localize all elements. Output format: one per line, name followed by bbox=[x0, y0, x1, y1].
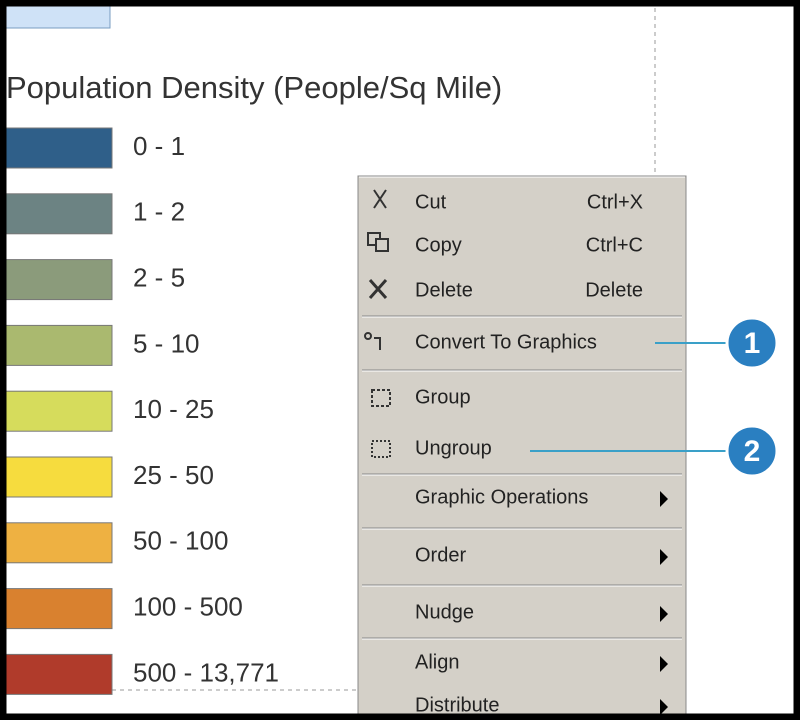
menu-item[interactable]: Distribute bbox=[415, 694, 668, 716]
submenu-arrow bbox=[660, 606, 668, 622]
menu-item-label: Distribute bbox=[415, 694, 499, 716]
menu-item[interactable]: Order bbox=[415, 544, 668, 566]
legend-swatch bbox=[4, 127, 113, 169]
menu-item[interactable]: Cut Ctrl+X bbox=[415, 191, 643, 213]
callout-badge bbox=[725, 424, 779, 478]
legend-label: 5 - 10 bbox=[133, 328, 200, 358]
cut-icon bbox=[373, 189, 387, 209]
icons bbox=[364, 189, 391, 458]
submenu-arrow bbox=[660, 491, 668, 507]
menu-items: Cut Ctrl+X Copy Ctrl+C Delete Delete Convert T… bbox=[362, 191, 682, 716]
menu-item[interactable]: Nudge bbox=[415, 601, 668, 623]
menu-item[interactable]: Copy Ctrl+C bbox=[415, 234, 643, 256]
group-icon bbox=[371, 389, 391, 407]
menu-shortcut: Ctrl+X bbox=[587, 191, 643, 213]
legend-label: 10 - 25 bbox=[133, 394, 214, 424]
menu-item[interactable]: Delete Delete bbox=[415, 279, 643, 301]
legend-swatch bbox=[4, 456, 113, 498]
menu-item[interactable]: Ungroup bbox=[415, 437, 492, 459]
menu-shortcut: Delete bbox=[585, 279, 643, 301]
callout-number: 1 bbox=[744, 327, 761, 360]
legend-swatch bbox=[4, 324, 113, 366]
submenu-arrow bbox=[660, 549, 668, 565]
legend-label: 25 - 50 bbox=[133, 460, 214, 490]
menu-shortcut: Ctrl+C bbox=[586, 234, 643, 256]
menu-item-label: Delete bbox=[415, 279, 473, 301]
legend-label: 0 - 1 bbox=[133, 131, 185, 161]
legend-swatch bbox=[4, 259, 113, 301]
legend-swatch bbox=[4, 653, 113, 695]
legend-label: 2 - 5 bbox=[133, 262, 185, 292]
menu-item-label: Ungroup bbox=[415, 437, 492, 459]
callout-number: 2 bbox=[744, 435, 761, 468]
callout-badge bbox=[725, 316, 779, 370]
menu-item[interactable]: Graphic Operations bbox=[415, 486, 668, 508]
ungroup-icon bbox=[371, 440, 391, 458]
menu-item-label: Convert To Graphics bbox=[415, 331, 597, 353]
menu-item-label: Cut bbox=[415, 191, 447, 213]
legend-swatch bbox=[4, 522, 113, 564]
menu-item[interactable]: Group bbox=[415, 386, 471, 408]
context-menu bbox=[357, 175, 687, 720]
copy-icon bbox=[375, 238, 389, 252]
legend-swatch bbox=[4, 193, 113, 235]
legend-label: 50 - 100 bbox=[133, 526, 228, 556]
menu-item-label: Group bbox=[415, 386, 471, 408]
menu-item-label: Order bbox=[415, 544, 466, 566]
menu-item-label: Align bbox=[415, 651, 459, 673]
submenu-arrow bbox=[660, 656, 668, 672]
menu-item[interactable]: Convert To Graphics bbox=[415, 331, 597, 353]
legend-label: 1 - 2 bbox=[133, 197, 185, 227]
delete-icon bbox=[368, 279, 388, 299]
menu-item-label: Graphic Operations bbox=[415, 486, 588, 508]
legend-swatch bbox=[4, 390, 113, 432]
legend-title: Population Density (People/Sq Mile) bbox=[6, 70, 502, 105]
legend-swatch bbox=[4, 588, 113, 630]
legend: 0 - 1 1 - 2 2 - 5 5 - 10 10 - 25 25 - 50 50 - … bbox=[4, 127, 279, 695]
menu-item-label: Copy bbox=[415, 234, 462, 256]
legend-label: 100 - 500 bbox=[133, 591, 243, 621]
callouts: 12 bbox=[530, 316, 779, 478]
legend-label: 500 - 13,771 bbox=[133, 657, 279, 687]
menu-item-label: Nudge bbox=[415, 601, 474, 623]
convert-icon bbox=[374, 337, 381, 350]
submenu-arrow bbox=[660, 699, 668, 715]
convert-icon bbox=[364, 332, 372, 340]
menu-item[interactable]: Align bbox=[415, 651, 668, 673]
